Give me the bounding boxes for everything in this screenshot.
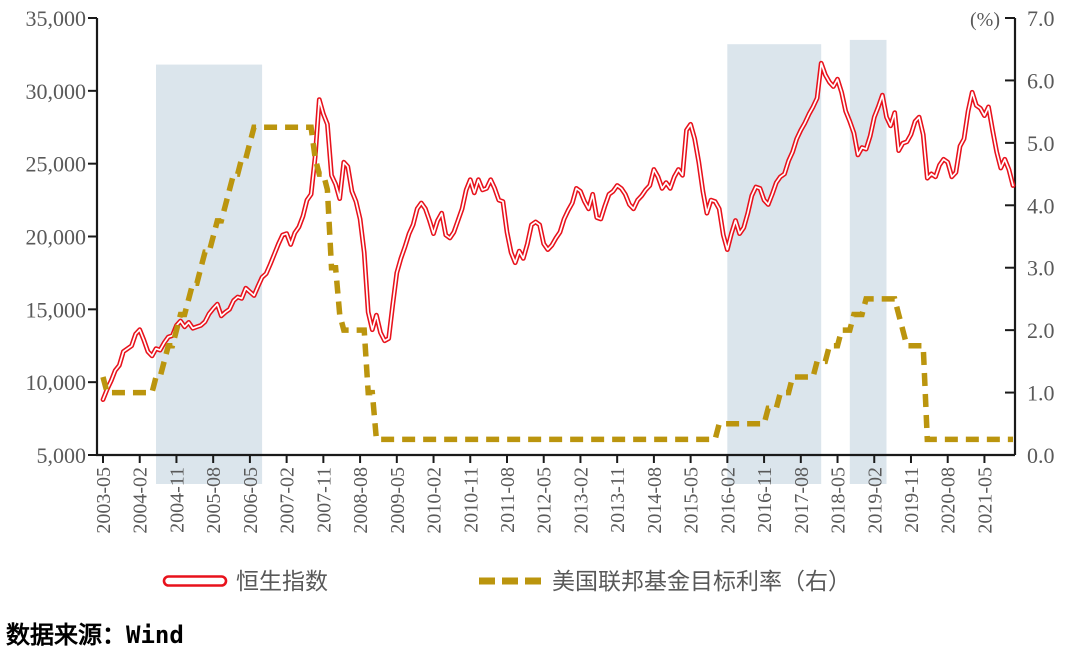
rate-hike-shaded-region — [849, 39, 887, 485]
x-axis-tick-label: 2007-02 — [277, 467, 299, 534]
left-axis-tick-label: 5,000 — [37, 443, 87, 468]
x-axis-tick-label: 2013-02 — [570, 467, 592, 534]
x-axis-tick-label: 2009-05 — [387, 467, 409, 534]
legend-item-hsi: 恒生指数 — [162, 570, 328, 593]
x-axis-tick-label: 2004-11 — [166, 467, 188, 533]
right-axis-tick-label: 4.0 — [1027, 193, 1055, 218]
hsi-hollow-line-marker-icon — [162, 575, 228, 587]
chart-legend: 恒生指数 美国联邦基金目标利率（右） — [162, 567, 1080, 595]
legend-item-fed-rate: 美国联邦基金目标利率（右） — [478, 570, 851, 593]
x-axis-tick-label: 2018-05 — [828, 467, 850, 534]
x-axis-tick-label: 2013-11 — [607, 467, 629, 533]
x-axis-tick-label: 2021-05 — [974, 467, 996, 534]
fed-rate-dashed-line-marker-icon — [479, 577, 543, 585]
right-axis-tick-label: 6.0 — [1027, 68, 1055, 93]
x-axis-tick-label: 2017-08 — [791, 467, 813, 534]
x-axis-tick-label: 2004-02 — [130, 467, 152, 534]
x-axis-tick-label: 2016-11 — [754, 467, 776, 533]
hsi-series-line-core — [102, 62, 1014, 401]
right-axis-tick-label: 7.0 — [1027, 6, 1055, 31]
x-axis-tick-label: 2016-02 — [717, 467, 739, 534]
left-axis-tick-label: 25,000 — [26, 152, 87, 177]
x-axis-tick-label: 2015-05 — [681, 467, 703, 534]
right-axis-tick-label: 3.0 — [1027, 256, 1055, 281]
x-axis-tick-label: 2010-02 — [424, 467, 446, 534]
rate-hike-shaded-region — [156, 64, 263, 484]
right-axis-tick-label: 0.0 — [1027, 443, 1055, 468]
x-axis-tick-label: 2006-05 — [240, 467, 262, 534]
x-axis-tick-label: 2012-05 — [534, 467, 556, 534]
right-axis-tick-label: 1.0 — [1027, 381, 1055, 406]
right-axis-tick-label: 2.0 — [1027, 318, 1055, 343]
legend-label-hsi: 恒生指数 — [236, 568, 328, 594]
data-source-note: 数据来源：Wind — [6, 621, 184, 649]
rate-hike-shaded-region — [727, 44, 822, 484]
x-axis-tick-label: 2010-11 — [460, 467, 482, 533]
x-axis-tick-label: 2019-02 — [864, 467, 886, 534]
fed-rate-series-line — [100, 124, 1013, 443]
hsi-fed-rate-line-chart: 5,000 10,000 15,000 20,000 25,000 30,000 35,00… — [26, 6, 1055, 534]
x-axis-tick-label: 2020-08 — [938, 467, 960, 534]
legend-label-fed-rate: 美国联邦基金目标利率（右） — [552, 568, 851, 594]
left-axis-tick-label: 20,000 — [26, 225, 87, 250]
right-axis-tick-label: 5.0 — [1027, 131, 1055, 156]
right-axis-unit-label: (%) — [970, 9, 1000, 31]
left-axis-tick-label: 35,000 — [26, 6, 87, 31]
x-axis-tick-label: 2003-05 — [93, 467, 115, 534]
left-axis-tick-label: 30,000 — [26, 79, 87, 104]
left-axis-tick-label: 15,000 — [26, 297, 87, 322]
x-axis-tick-label: 2005-08 — [203, 467, 225, 534]
x-axis-tick-label: 2007-11 — [313, 467, 335, 533]
x-axis-tick-label: 2008-08 — [350, 467, 372, 534]
x-axis-tick-label: 2019-11 — [901, 467, 923, 533]
left-axis-tick-label: 10,000 — [26, 370, 87, 395]
x-axis-tick-label: 2011-08 — [497, 467, 519, 533]
x-axis-tick-label: 2014-08 — [644, 467, 666, 534]
